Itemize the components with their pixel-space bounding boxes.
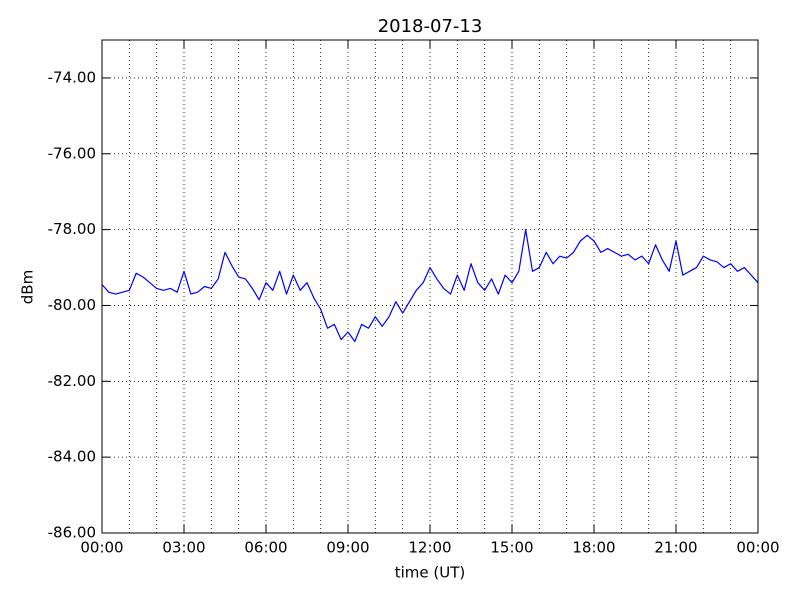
x-tick-label: 15:00 bbox=[490, 539, 533, 557]
plot-frame bbox=[101, 39, 759, 534]
x-tick-label: 06:00 bbox=[244, 539, 287, 557]
data-line bbox=[101, 229, 759, 343]
x-tick-label: 00:00 bbox=[736, 539, 779, 557]
y-tick-label: -80.00 bbox=[48, 296, 96, 314]
x-tick-label: 09:00 bbox=[326, 539, 369, 557]
x-tick-label: 18:00 bbox=[572, 539, 615, 557]
y-tick-label: -74.00 bbox=[48, 68, 96, 86]
y-axis-label: dBm bbox=[19, 270, 37, 304]
x-axis-label: time (UT) bbox=[395, 564, 466, 582]
x-tick-label: 21:00 bbox=[654, 539, 697, 557]
y-tick-label: -78.00 bbox=[48, 220, 96, 238]
x-tick-label: 00:00 bbox=[80, 539, 123, 557]
y-tick-label: -76.00 bbox=[48, 144, 96, 162]
y-tick-label: -86.00 bbox=[48, 524, 96, 542]
x-tick-label: 12:00 bbox=[408, 539, 451, 557]
x-tick-label: 03:00 bbox=[162, 539, 205, 557]
y-tick-label: -82.00 bbox=[48, 372, 96, 390]
y-tick-label: -84.00 bbox=[48, 448, 96, 466]
chart-title: 2018-07-13 bbox=[378, 16, 483, 37]
